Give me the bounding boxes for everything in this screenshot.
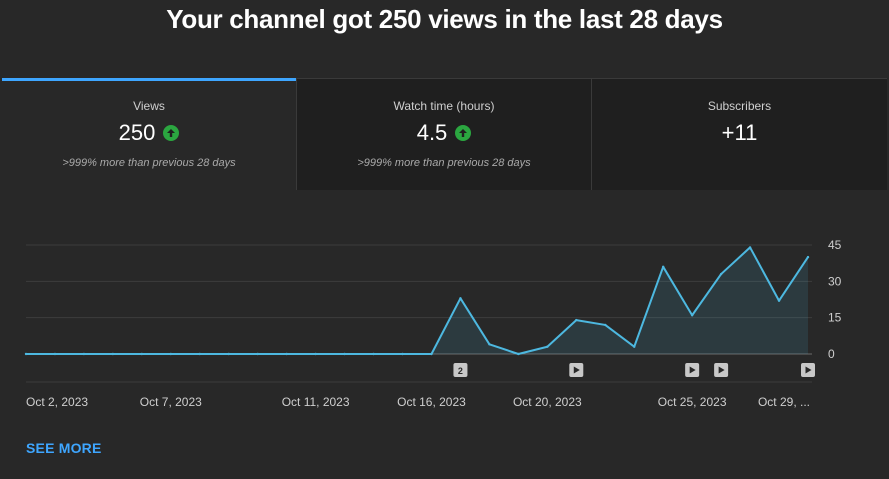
data-point <box>661 265 665 268</box>
data-point <box>719 272 723 276</box>
tab-watch-time-value-row: 4.5 <box>297 120 591 146</box>
data-point <box>604 323 607 327</box>
x-tick-label: Oct 2, 2023 <box>26 395 88 409</box>
tab-watch-time-comparison: >999% more than previous 28 days <box>357 157 531 169</box>
tab-watch-time-label: Watch time (hours) <box>393 99 495 113</box>
data-point <box>24 352 28 356</box>
y-tick-label: 45 <box>828 238 842 252</box>
x-tick-label: Oct 20, 2023 <box>513 395 582 409</box>
arrow-up-icon <box>455 125 472 141</box>
data-point <box>169 352 173 356</box>
tab-views[interactable]: Views 250 >999% more than previous 28 da… <box>2 78 297 190</box>
x-tick-label: Oct 29, ... <box>758 395 810 409</box>
play-icon <box>573 366 580 374</box>
data-point <box>314 352 317 356</box>
data-point <box>690 314 694 317</box>
tab-views-label: Views <box>133 99 165 113</box>
series-line <box>26 246 809 355</box>
data-point <box>546 345 549 348</box>
data-point <box>227 352 230 356</box>
data-point <box>82 352 86 356</box>
data-point <box>806 255 810 259</box>
data-point <box>285 352 288 356</box>
data-point <box>401 352 404 356</box>
tab-subscribers-label: Subscribers <box>707 99 772 113</box>
data-point <box>343 352 346 356</box>
tab-watch-time-value: 4.5 <box>416 120 448 145</box>
page-headline: Your channel got 250 views in the last 2… <box>166 4 723 34</box>
tab-views-value: 250 <box>118 120 156 145</box>
tab-views-value-row: 250 <box>2 120 296 146</box>
data-point <box>372 352 375 356</box>
y-tick-label: 0 <box>828 347 835 361</box>
tab-subscribers[interactable]: Subscribers +11 <box>592 79 887 190</box>
tab-subscribers-value: +11 <box>721 120 758 145</box>
video-count-label: 2 <box>458 366 463 376</box>
data-point <box>777 299 781 302</box>
y-tick-label: 30 <box>828 274 842 288</box>
data-point <box>111 352 115 356</box>
data-point <box>748 246 752 249</box>
data-point <box>430 352 433 356</box>
metric-tabs: Views 250 >999% more than previous 28 da… <box>2 78 887 190</box>
tab-views-comparison: >999% more than previous 28 days <box>62 157 236 169</box>
data-point <box>517 352 520 356</box>
play-icon <box>689 366 696 374</box>
play-icon <box>718 366 725 374</box>
arrow-up-icon <box>163 125 180 141</box>
tab-subscribers-value-row: +11 <box>592 120 887 146</box>
y-tick-label: 15 <box>828 311 842 325</box>
data-point <box>459 297 462 300</box>
x-tick-label: Oct 16, 2023 <box>397 395 466 409</box>
data-point <box>198 352 201 356</box>
see-more-link[interactable]: SEE MORE <box>26 440 102 456</box>
tab-watch-time[interactable]: Watch time (hours) 4.5 >999% more than p… <box>297 79 592 190</box>
x-tick-label: Oct 11, 2023 <box>282 395 350 409</box>
data-point <box>140 352 144 356</box>
x-tick-label: Oct 7, 2023 <box>140 395 202 409</box>
data-point <box>575 318 578 322</box>
x-tick-label: Oct 25, 2023 <box>658 395 727 409</box>
video-count-marker[interactable] <box>453 363 468 377</box>
play-icon <box>805 366 812 374</box>
data-point <box>488 343 491 346</box>
analytics-card: Views 250 >999% more than previous 28 da… <box>2 78 887 479</box>
data-point <box>633 345 636 348</box>
data-point <box>256 352 259 356</box>
data-point <box>53 352 57 356</box>
